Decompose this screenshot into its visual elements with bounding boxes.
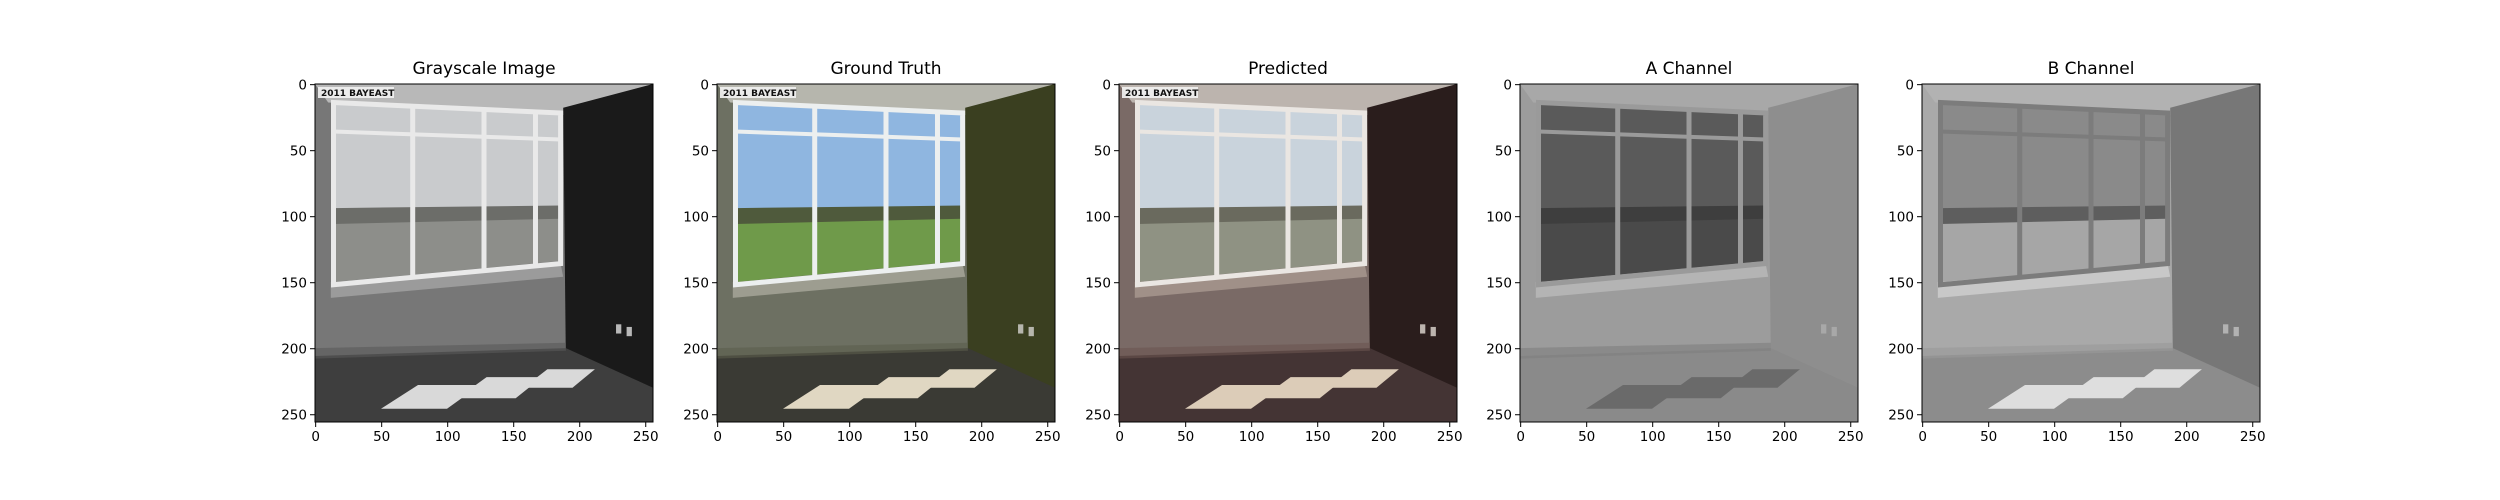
x-tick-label: 100: [1640, 429, 1666, 445]
panel-title: Predicted: [1248, 59, 1328, 79]
logo-text: 2011 BAYEAST: [1125, 89, 1199, 99]
panel-bchan: B Channel 0 0 50 50 100 100 150 150 200 200 250 250: [1888, 59, 2265, 445]
x-tick-label: 0: [1516, 429, 1525, 445]
x-tick-label: 200: [1371, 429, 1397, 445]
logo-text: 2011 BAYEAST: [723, 89, 797, 99]
y-tick-label: 150: [281, 276, 307, 292]
panel-image: [1922, 84, 2260, 422]
y-tick-label: 250: [1888, 408, 1914, 424]
x-tick-label: 50: [1980, 429, 1997, 445]
y-tick-label: 0: [298, 78, 307, 94]
y-tick-label: 50: [1495, 144, 1512, 160]
x-tick-label: 250: [633, 429, 659, 445]
y-tick-label: 100: [281, 210, 307, 226]
panel-title: Grayscale Image: [412, 59, 555, 79]
y-tick-label: 0: [1503, 78, 1512, 94]
y-tick-label: 100: [1486, 210, 1512, 226]
x-tick-label: 200: [969, 429, 995, 445]
axes-frame: [1118, 83, 1458, 423]
x-tick-label: 50: [775, 429, 792, 445]
x-tick-label: 50: [1177, 429, 1194, 445]
x-tick-label: 150: [903, 429, 929, 445]
y-tick-label: 250: [1085, 408, 1111, 424]
x-tick-label: 100: [435, 429, 461, 445]
y-tick-label: 100: [683, 210, 709, 226]
logo-text: 2011 BAYEAST: [321, 89, 395, 99]
x-tick-label: 0: [713, 429, 722, 445]
x-tick-label: 50: [1578, 429, 1595, 445]
x-tick-label: 150: [1706, 429, 1732, 445]
axes-frame: [1519, 83, 1859, 423]
x-tick-label: 50: [373, 429, 390, 445]
logo-badge: [318, 87, 394, 98]
y-tick-label: 250: [683, 408, 709, 424]
axes-frame: [314, 83, 654, 423]
axes-frame: [716, 83, 1056, 423]
logo-badge: [720, 87, 796, 98]
y-tick-label: 50: [290, 144, 307, 160]
y-tick-label: 100: [1085, 210, 1111, 226]
x-tick-label: 250: [2240, 429, 2266, 445]
panel-title: B Channel: [2048, 59, 2135, 79]
y-tick-label: 250: [1486, 408, 1512, 424]
x-tick-label: 250: [1437, 429, 1463, 445]
panel-gray: Grayscale Image 2011 BAYEAST 0 0 50 50 100 100 1…: [281, 59, 658, 445]
y-tick-label: 200: [1888, 342, 1914, 358]
y-tick-label: 200: [1085, 342, 1111, 358]
panel-image: [1119, 84, 1457, 422]
axes-frame: [1921, 83, 2261, 423]
y-tick-label: 250: [281, 408, 307, 424]
panel-gt: Ground Truth 2011 BAYEAST 0 0 50 50 100 100 150 1…: [683, 59, 1060, 445]
y-tick-label: 0: [1905, 78, 1914, 94]
x-tick-label: 0: [1918, 429, 1927, 445]
panel-image: [717, 84, 1055, 422]
x-tick-label: 200: [2174, 429, 2200, 445]
y-tick-label: 50: [1094, 144, 1111, 160]
y-tick-label: 150: [1085, 276, 1111, 292]
y-tick-label: 200: [281, 342, 307, 358]
panel-image: [315, 84, 653, 422]
x-tick-label: 0: [311, 429, 320, 445]
x-tick-label: 200: [1772, 429, 1798, 445]
y-tick-label: 50: [1897, 144, 1914, 160]
y-tick-label: 150: [683, 276, 709, 292]
logo-badge: [1122, 87, 1198, 98]
y-tick-label: 150: [1888, 276, 1914, 292]
y-tick-label: 200: [1486, 342, 1512, 358]
y-tick-label: 150: [1486, 276, 1512, 292]
y-tick-label: 200: [683, 342, 709, 358]
x-tick-label: 250: [1838, 429, 1864, 445]
panel-title: Ground Truth: [830, 59, 941, 79]
x-tick-label: 150: [1305, 429, 1331, 445]
x-tick-label: 0: [1115, 429, 1124, 445]
panel-image: [1520, 84, 1858, 422]
y-tick-label: 0: [1102, 78, 1111, 94]
panel-pred: Predicted 2011 BAYEAST 0 0 50 50 100 100 150 150 2…: [1085, 59, 1462, 445]
y-tick-label: 50: [692, 144, 709, 160]
x-tick-label: 100: [1239, 429, 1265, 445]
x-tick-label: 100: [2042, 429, 2068, 445]
panel-title: A Channel: [1646, 59, 1733, 79]
x-tick-label: 250: [1035, 429, 1061, 445]
x-tick-label: 200: [567, 429, 593, 445]
x-tick-label: 100: [837, 429, 863, 445]
y-tick-label: 0: [700, 78, 709, 94]
x-tick-label: 150: [2108, 429, 2134, 445]
x-tick-label: 150: [501, 429, 527, 445]
y-tick-label: 100: [1888, 210, 1914, 226]
panel-achan: A Channel 0 0 50 50 100 100 150 150 200 200 250 250: [1486, 59, 1863, 445]
